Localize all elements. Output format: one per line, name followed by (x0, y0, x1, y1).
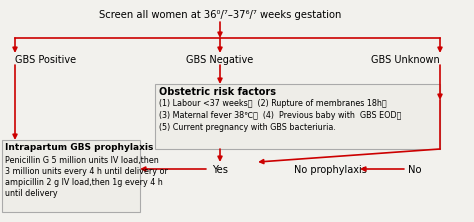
Text: Screen all women at 36⁰/⁷–37⁶/⁷ weeks gestation: Screen all women at 36⁰/⁷–37⁶/⁷ weeks ge… (99, 10, 341, 20)
Text: (1) Labour <37 weeks；  (2) Rupture of membranes 18h；: (1) Labour <37 weeks； (2) Rupture of mem… (159, 99, 387, 108)
Text: No: No (408, 165, 422, 175)
Text: GBS Unknown: GBS Unknown (371, 55, 440, 65)
Text: GBS Positive: GBS Positive (15, 55, 76, 65)
Text: No prophylaxis: No prophylaxis (293, 165, 366, 175)
Text: (3) Maternal fever 38℃；  (4)  Previous baby with  GBS EOD；: (3) Maternal fever 38℃； (4) Previous bab… (159, 111, 401, 120)
Text: Penicillin G 5 million units IV load,then: Penicillin G 5 million units IV load,the… (5, 156, 159, 165)
Text: 3 million units every 4 h until delivery or: 3 million units every 4 h until delivery… (5, 167, 168, 176)
Bar (2, 140, 140, 212)
Text: Obstetric risk factors: Obstetric risk factors (159, 87, 276, 97)
Text: Intrapartum GBS prophylaxis: Intrapartum GBS prophylaxis (5, 143, 154, 152)
Text: Yes: Yes (212, 165, 228, 175)
Bar (155, 84, 440, 149)
Text: ampicillin 2 g IV load,then 1g every 4 h: ampicillin 2 g IV load,then 1g every 4 h (5, 178, 163, 187)
Text: (5) Current pregnancy with GBS bacteriuria.: (5) Current pregnancy with GBS bacteriur… (159, 123, 336, 132)
Text: GBS Negative: GBS Negative (186, 55, 254, 65)
Text: until delivery: until delivery (5, 189, 58, 198)
